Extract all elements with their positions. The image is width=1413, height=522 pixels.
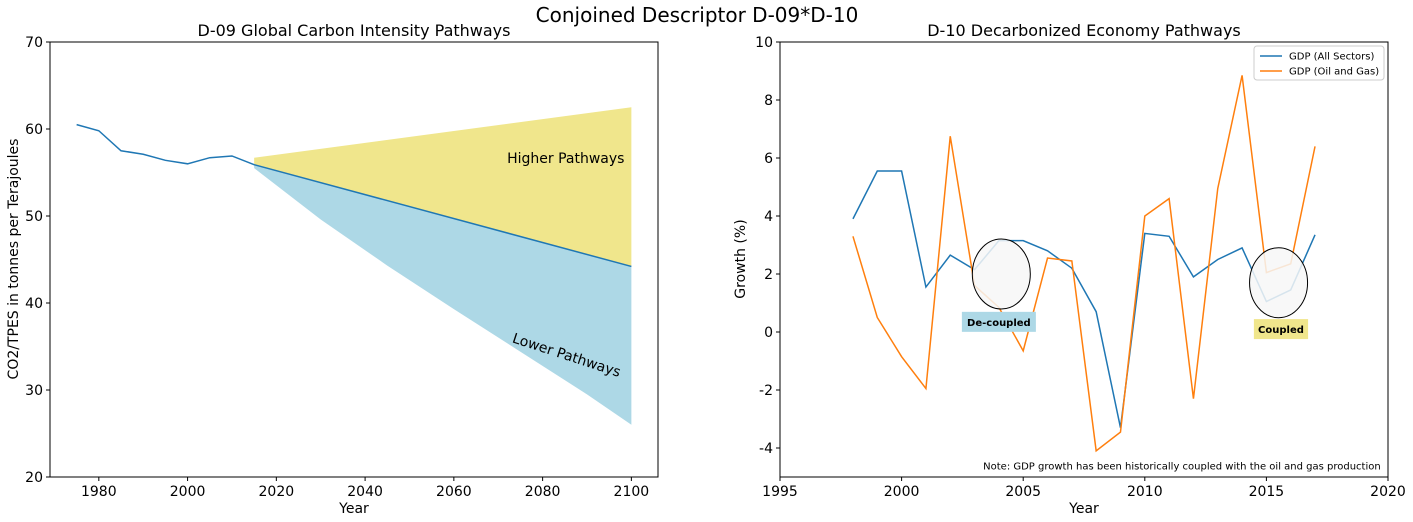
chart-left-x-tick-label: 2040 <box>347 484 383 500</box>
chart-right-title: D-10 Decarbonized Economy Pathways <box>927 21 1241 40</box>
chart-right-ylabel: Growth (%) <box>733 219 749 298</box>
legend-label-oil-gas: GDP (Oil and Gas) <box>1289 67 1379 78</box>
chart-left-x-tick-label: 2100 <box>614 484 650 500</box>
chart-right-y-tick-label: -2 <box>759 383 773 399</box>
chart-left-y-tick-label: 20 <box>25 470 43 486</box>
chart-right-x-tick-label: 2015 <box>1249 484 1285 500</box>
series-line-gdp-oil-gas <box>852 75 1316 453</box>
chart-left-y-tick-label: 30 <box>25 383 43 399</box>
chart-left-y-tick-label: 70 <box>25 35 43 51</box>
chart-left-x-tick-label: 2020 <box>259 484 295 500</box>
chart-left-bands <box>254 107 632 425</box>
chart-left-y-ticks: 20 30 40 50 60 70 <box>25 35 50 486</box>
legend-label-all-sectors: GDP (All Sectors) <box>1289 52 1374 63</box>
chart-left-y-tick-label: 40 <box>25 296 43 312</box>
chart-right: D-10 Decarbonized Economy Pathways De-co… <box>733 21 1406 517</box>
chart-left-frame <box>49 41 659 478</box>
chart-left: D-09 Global Carbon Intensity Pathways Hi… <box>6 21 659 517</box>
chart-left-series <box>76 123 632 268</box>
chart-right-x-tick-label: 2020 <box>1370 484 1406 500</box>
chart-right-frame <box>779 41 1389 478</box>
chart-left-y-tick-label: 60 <box>25 122 43 138</box>
chart-right-y-tick-label: -4 <box>759 441 773 457</box>
annotation-note: Note: GDP growth has been historically c… <box>983 461 1381 472</box>
annotation-label-coupled: Coupled <box>1258 325 1304 336</box>
chart-right-series <box>852 75 1316 453</box>
legend-frame <box>1253 45 1385 81</box>
band-lower-pathways <box>254 164 632 425</box>
chart-left-xlabel: Year <box>338 501 369 517</box>
chart-right-x-tick-label: 2005 <box>1005 484 1041 500</box>
chart-left-title: D-09 Global Carbon Intensity Pathways <box>198 21 511 40</box>
annotation-box-decoupled <box>961 311 1036 332</box>
chart-right-x-tick-label: 1995 <box>762 484 798 500</box>
chart-right-x-tick-label: 2010 <box>1127 484 1163 500</box>
chart-right-y-tick-label: 6 <box>764 151 773 167</box>
annotation-circle-coupled <box>1249 247 1309 319</box>
chart-right-y-tick-label: 8 <box>764 93 773 109</box>
annotation-box-coupled <box>1253 319 1309 340</box>
chart-left-x-tick-label: 2000 <box>170 484 206 500</box>
chart-right-y-tick-label: 10 <box>755 35 773 51</box>
figure-suptitle: Conjoined Descriptor D-09*D-10 <box>536 3 859 27</box>
chart-left-x-tick-label: 2080 <box>525 484 561 500</box>
chart-left-x-tick-label: 2060 <box>436 484 472 500</box>
band-higher-pathways <box>254 107 632 267</box>
chart-left-x-ticks: 1980 2000 2020 2040 2060 2080 2100 <box>81 477 649 500</box>
chart-right-x-tick-label: 2000 <box>884 484 920 500</box>
series-line-gdp-all-sectors <box>852 170 1316 428</box>
chart-left-x-tick-label: 1980 <box>81 484 117 500</box>
chart-right-annotations: De-coupled Coupled Note: GDP growth has be… <box>961 238 1381 472</box>
chart-right-legend: GDP (All Sectors) GDP (Oil and Gas) <box>1253 45 1385 81</box>
chart-right-x-ticks: 1995 2000 2005 2010 2015 2020 <box>762 477 1406 500</box>
chart-right-y-tick-label: 4 <box>764 209 773 225</box>
chart-right-y-tick-label: 0 <box>764 325 773 341</box>
annotation-circle-decoupled <box>971 238 1031 310</box>
chart-right-y-tick-label: 2 <box>764 267 773 283</box>
chart-right-y-ticks: -4 -2 0 2 4 6 8 10 <box>755 35 780 457</box>
series-line-carbon-intensity <box>76 123 632 268</box>
annotation-higher-pathways: Higher Pathways <box>507 151 624 167</box>
annotation-label-decoupled: De-coupled <box>967 318 1031 329</box>
chart-left-y-tick-label: 50 <box>25 209 43 225</box>
chart-left-ylabel: CO2/TPES in tonnes per Terajoules <box>6 139 22 380</box>
chart-right-xlabel: Year <box>1068 501 1099 517</box>
